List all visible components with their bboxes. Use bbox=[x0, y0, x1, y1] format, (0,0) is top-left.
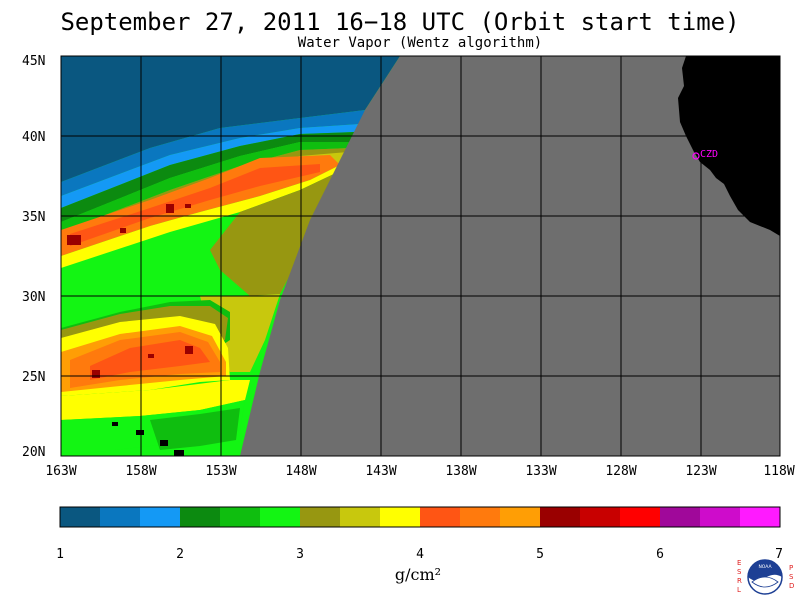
lon-label: 118W bbox=[763, 464, 794, 479]
lon-label: 153W bbox=[205, 464, 236, 479]
logo-letter: P bbox=[789, 564, 793, 572]
map-title: September 27, 2011 16−18 UTC (Orbit star… bbox=[60, 8, 740, 36]
colorbar-swatch bbox=[340, 507, 381, 527]
map-frame bbox=[60, 55, 781, 457]
lat-labels: 45N 40N 35N 30N 25N 20N bbox=[22, 54, 45, 460]
station-marker: CZD bbox=[692, 149, 718, 160]
lon-label: 158W bbox=[125, 464, 156, 479]
colorbar-swatch bbox=[660, 507, 701, 527]
lon-label: 143W bbox=[365, 464, 396, 479]
colorbar-swatch bbox=[740, 507, 781, 527]
colorbar-swatch bbox=[260, 507, 301, 527]
colorbar-tick-label: 6 bbox=[656, 547, 664, 562]
colorbar-swatch bbox=[500, 507, 541, 527]
logo-letter: S bbox=[789, 573, 794, 581]
colorbar bbox=[60, 507, 781, 527]
colorbar-swatch bbox=[100, 507, 141, 527]
logo-letter: R bbox=[737, 577, 742, 585]
colorbar-swatch bbox=[380, 507, 421, 527]
colorbar-swatch bbox=[700, 507, 741, 527]
colorbar-frame bbox=[59, 506, 781, 528]
colorbar-swatch bbox=[540, 507, 581, 527]
colorbar-tick-label: 4 bbox=[416, 547, 424, 562]
lat-label: 25N bbox=[22, 370, 45, 385]
colorbar-swatch bbox=[300, 507, 341, 527]
colorbar-unit-label: g/cm² bbox=[395, 565, 441, 584]
colorbar-tick-label: 5 bbox=[536, 547, 544, 562]
colorbar-swatch bbox=[60, 507, 101, 527]
logo-letter: L bbox=[737, 586, 741, 594]
noaa-seal-text: NOAA bbox=[758, 564, 772, 570]
map-field bbox=[61, 56, 780, 456]
colorbar-swatch bbox=[580, 507, 621, 527]
colorbar-swatch bbox=[620, 507, 661, 527]
lon-label: 148W bbox=[285, 464, 316, 479]
colorbar-tick-label: 1 bbox=[56, 547, 64, 562]
noaa-logo: E S R L P S D NOAA bbox=[737, 559, 794, 595]
station-icon bbox=[692, 152, 700, 160]
colorbar-tick-label: 3 bbox=[296, 547, 304, 562]
lon-label: 123W bbox=[685, 464, 716, 479]
logo-letter: D bbox=[789, 582, 794, 590]
colorbar-swatch bbox=[220, 507, 261, 527]
colorbar-tick-label: 7 bbox=[775, 547, 783, 562]
lat-label: 30N bbox=[22, 290, 45, 305]
lon-labels: 163W 158W 153W 148W 143W 138W 133W 128W … bbox=[45, 464, 794, 479]
colorbar-ticks: 1 2 3 4 5 6 7 bbox=[56, 547, 783, 562]
graticule bbox=[61, 56, 780, 456]
lon-label: 133W bbox=[525, 464, 556, 479]
lon-label: 128W bbox=[605, 464, 636, 479]
logo-letter: S bbox=[737, 568, 742, 576]
colorbar-tick-label: 2 bbox=[176, 547, 184, 562]
colorbar-swatch bbox=[140, 507, 181, 527]
lat-label: 40N bbox=[22, 130, 45, 145]
lat-label: 35N bbox=[22, 210, 45, 225]
colorbar-swatch bbox=[460, 507, 501, 527]
lon-label: 138W bbox=[445, 464, 476, 479]
logo-letter: E bbox=[737, 559, 741, 567]
colorbar-swatch bbox=[180, 507, 221, 527]
lat-label: 20N bbox=[22, 445, 45, 460]
lat-label: 45N bbox=[22, 54, 45, 69]
station-label: CZD bbox=[700, 149, 718, 160]
lon-label: 163W bbox=[45, 464, 76, 479]
colorbar-swatch bbox=[420, 507, 461, 527]
map-subtitle: Water Vapor (Wentz algorithm) bbox=[297, 35, 543, 51]
